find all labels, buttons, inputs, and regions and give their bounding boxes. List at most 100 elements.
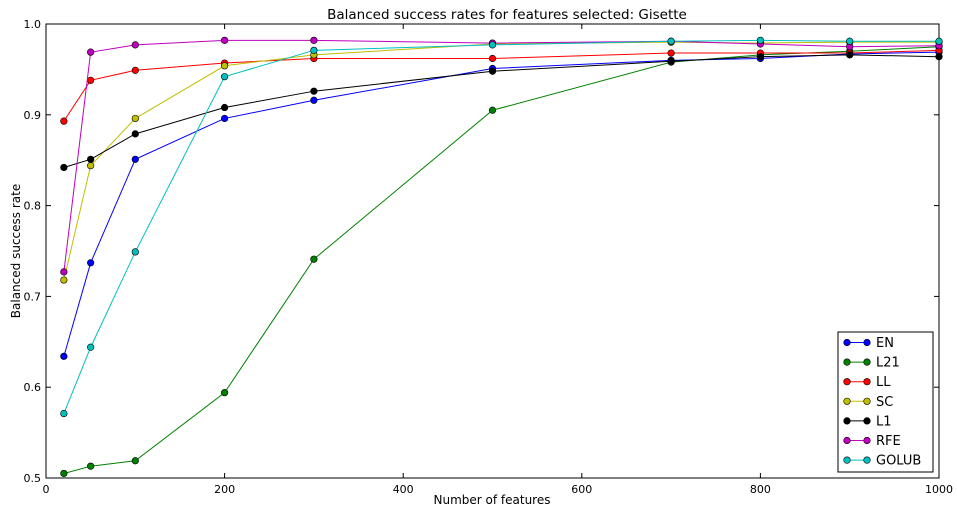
y-tick-label: 0.6 (24, 381, 42, 394)
data-point (935, 53, 943, 61)
data-point (60, 268, 68, 276)
data-point (131, 155, 139, 163)
data-point (221, 62, 229, 70)
data-point (87, 259, 95, 267)
chart-title: Balanced success rates for features sele… (327, 7, 687, 23)
legend-marker (863, 456, 871, 464)
legend-label: GOLUB (876, 454, 921, 469)
y-tick-label: 0.5 (24, 472, 42, 485)
data-point (221, 114, 229, 123)
legend-item-l21: L21 (843, 356, 900, 371)
legend-box (837, 331, 934, 473)
x-tick-label: 200 (214, 483, 235, 496)
legend-marker (863, 397, 871, 405)
data-point (221, 36, 229, 44)
legend-label: SC (876, 395, 893, 410)
series-layer (60, 36, 943, 478)
data-point (310, 96, 318, 104)
data-point (131, 41, 139, 49)
legend-item-golub: GOLUB (843, 454, 921, 469)
legend-marker (863, 378, 871, 386)
data-point (60, 352, 68, 360)
legend-marker (843, 436, 851, 445)
x-tick-label: 0 (43, 483, 50, 496)
data-point (131, 130, 139, 138)
data-point (131, 248, 139, 256)
data-point (87, 343, 95, 351)
legend-item-en: EN (843, 336, 894, 351)
data-point (60, 276, 68, 284)
data-point (846, 37, 854, 45)
data-point (310, 87, 318, 95)
x-tick-label: 800 (750, 483, 771, 496)
data-point (87, 76, 95, 84)
data-point (667, 49, 675, 57)
legend-marker (863, 358, 871, 366)
data-point (60, 469, 68, 478)
y-tick-label: 0.9 (24, 109, 42, 122)
plot-area (45, 23, 940, 479)
x-axis-title: Number of features (434, 493, 551, 507)
y-tick-label: 0.8 (24, 200, 42, 213)
legend-label: EN (876, 336, 894, 351)
data-point (488, 41, 497, 49)
data-point (488, 67, 497, 75)
legend-marker (843, 358, 851, 366)
legend-marker (843, 456, 851, 464)
axes: 0 200 400 600 800 1000 0.5 0.6 0.7 0.8 0.9 1.0 (24, 18, 954, 496)
legend-label: RFE (876, 434, 901, 449)
data-point (131, 114, 139, 123)
data-point (310, 46, 318, 54)
series-line (63, 54, 940, 168)
data-point (310, 36, 318, 44)
data-point (60, 117, 68, 125)
data-point (846, 51, 854, 59)
data-point (87, 48, 95, 56)
data-point (756, 53, 765, 61)
legend-marker (863, 436, 871, 445)
series-line (63, 41, 939, 281)
legend: EN L21 LL SC L1 RFE GOLUB (837, 331, 934, 473)
legend-marker (843, 338, 851, 347)
legend-label: LL (876, 375, 891, 390)
data-point (87, 155, 95, 163)
legend-label: L1 (876, 414, 892, 429)
x-tick-label: 600 (571, 483, 592, 496)
data-point (221, 73, 229, 81)
y-axis-title: Balanced success rate (9, 184, 23, 318)
legend-marker (843, 397, 851, 405)
series-line (63, 39, 939, 414)
data-point (221, 389, 229, 397)
legend-item-sc: SC (843, 395, 893, 410)
legend-marker (843, 417, 851, 425)
data-point (87, 462, 95, 470)
data-point (488, 106, 497, 114)
data-point (221, 103, 229, 112)
data-point (60, 163, 68, 172)
series-golub (60, 36, 943, 418)
legend-marker (843, 378, 851, 386)
y-tick-label: 0.7 (24, 290, 42, 303)
legend-item-l1: L1 (843, 414, 892, 429)
data-point (60, 409, 68, 418)
data-point (131, 66, 139, 74)
legend-item-ll: LL (843, 375, 891, 390)
legend-marker (863, 417, 871, 425)
data-point (667, 57, 675, 65)
series-line (63, 39, 940, 272)
data-point (87, 162, 95, 170)
data-point (756, 36, 765, 44)
legend-item-rfe: RFE (843, 434, 901, 449)
series-line (63, 49, 940, 122)
data-point (488, 54, 497, 63)
data-point (667, 37, 675, 45)
x-tick-label: 400 (393, 483, 414, 496)
data-point (935, 37, 943, 45)
x-tick-label: 1000 (925, 483, 953, 496)
data-point (310, 255, 318, 263)
y-tick-label: 1.0 (24, 18, 42, 31)
series-l1 (60, 51, 943, 172)
legend-label: L21 (876, 356, 900, 371)
data-point (131, 457, 139, 465)
